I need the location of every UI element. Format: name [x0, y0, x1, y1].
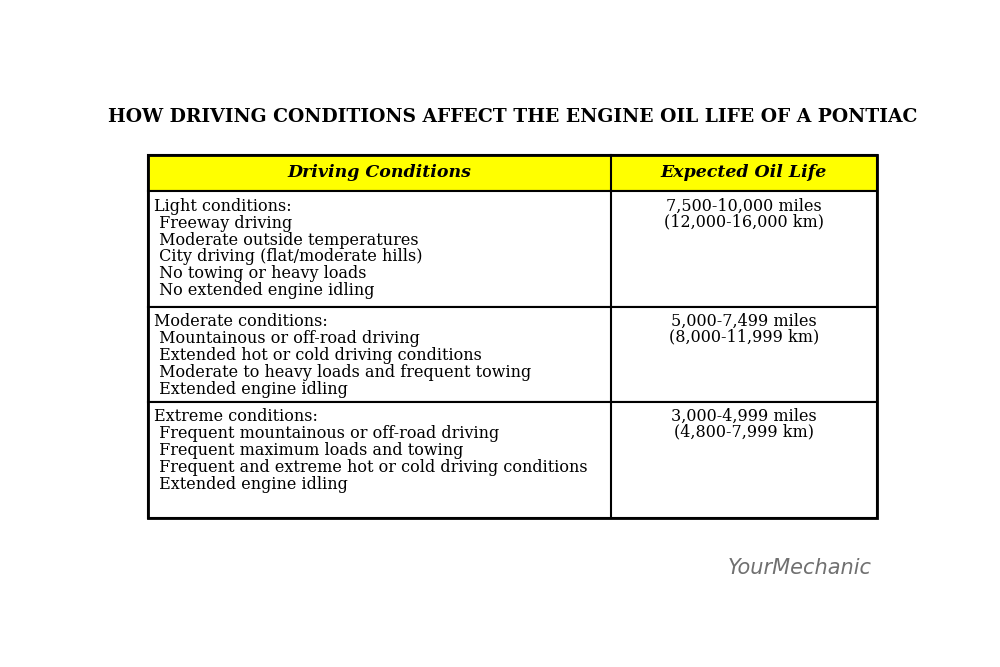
FancyBboxPatch shape — [148, 191, 877, 307]
Text: HOW DRIVING CONDITIONS AFFECT THE ENGINE OIL LIFE OF A PONTIAC: HOW DRIVING CONDITIONS AFFECT THE ENGINE… — [108, 108, 917, 126]
Text: Extended engine idling: Extended engine idling — [154, 476, 348, 493]
Text: Extreme conditions:: Extreme conditions: — [154, 408, 318, 426]
Text: Moderate conditions:: Moderate conditions: — [154, 313, 328, 330]
Text: Freeway driving: Freeway driving — [154, 215, 293, 231]
Text: (8,000-11,999 km): (8,000-11,999 km) — [669, 329, 819, 346]
Text: No extended engine idling: No extended engine idling — [154, 282, 375, 299]
FancyBboxPatch shape — [148, 155, 877, 191]
Text: (12,000-16,000 km): (12,000-16,000 km) — [664, 213, 824, 230]
Text: Frequent and extreme hot or cold driving conditions: Frequent and extreme hot or cold driving… — [154, 459, 588, 476]
Text: YourMechanic: YourMechanic — [727, 558, 871, 578]
Text: Light conditions:: Light conditions: — [154, 197, 292, 215]
Text: Moderate to heavy loads and frequent towing: Moderate to heavy loads and frequent tow… — [154, 364, 532, 381]
Text: 7,500-10,000 miles: 7,500-10,000 miles — [666, 197, 822, 215]
Text: Mountainous or off-road driving: Mountainous or off-road driving — [154, 330, 420, 347]
Text: (4,800-7,999 km): (4,800-7,999 km) — [674, 424, 814, 441]
FancyBboxPatch shape — [148, 402, 877, 518]
Text: Moderate outside temperatures: Moderate outside temperatures — [154, 231, 419, 249]
Text: Driving Conditions: Driving Conditions — [288, 165, 471, 181]
FancyBboxPatch shape — [148, 307, 877, 402]
Text: Expected Oil Life: Expected Oil Life — [661, 165, 827, 181]
Text: No towing or heavy loads: No towing or heavy loads — [154, 265, 367, 282]
Text: 3,000-4,999 miles: 3,000-4,999 miles — [671, 408, 817, 426]
Text: City driving (flat/moderate hills): City driving (flat/moderate hills) — [154, 249, 423, 265]
Text: Extended hot or cold driving conditions: Extended hot or cold driving conditions — [154, 347, 482, 364]
Text: Frequent maximum loads and towing: Frequent maximum loads and towing — [154, 442, 464, 459]
Text: 5,000-7,499 miles: 5,000-7,499 miles — [671, 313, 817, 330]
Text: Extended engine idling: Extended engine idling — [154, 381, 348, 398]
Text: Frequent mountainous or off-road driving: Frequent mountainous or off-road driving — [154, 425, 500, 442]
